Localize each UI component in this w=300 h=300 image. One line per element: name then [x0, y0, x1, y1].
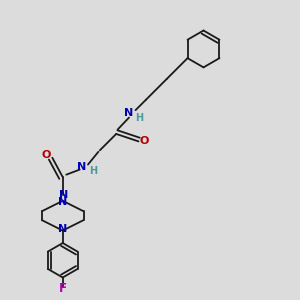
Text: N: N — [58, 197, 67, 207]
Text: N: N — [58, 224, 67, 234]
Text: O: O — [139, 136, 148, 146]
Text: O: O — [42, 150, 51, 160]
Text: F: F — [59, 282, 67, 295]
Text: H: H — [89, 166, 98, 176]
Text: N: N — [59, 190, 68, 200]
Text: H: H — [135, 113, 143, 124]
Text: N: N — [124, 108, 134, 118]
Text: N: N — [77, 162, 87, 172]
